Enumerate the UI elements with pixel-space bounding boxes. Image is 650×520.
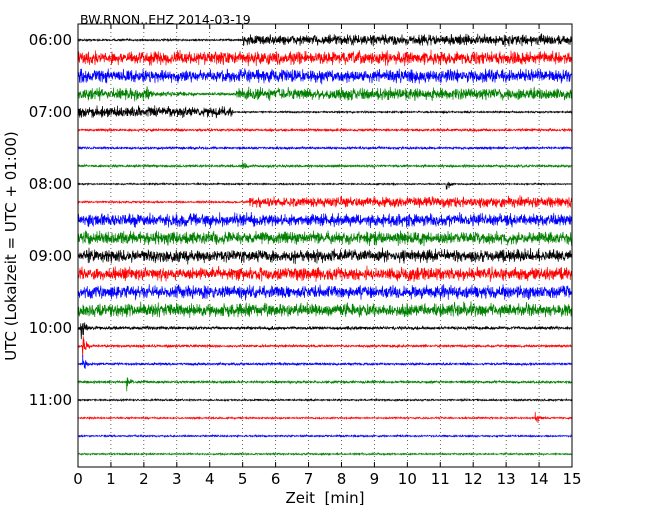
x-tick-label: 0	[73, 470, 83, 488]
trace-0930	[77, 284, 573, 301]
y-tick-label: 07:00	[29, 103, 72, 121]
trace-0900	[77, 247, 573, 265]
plot-area	[78, 24, 572, 467]
trace-0730	[77, 145, 573, 151]
trace-1100	[77, 397, 573, 403]
y-axis-ticks: 06:00 07:00 08:00 09:00 10:00 11:00	[29, 31, 572, 409]
trace-0800	[77, 181, 573, 190]
trace-0915	[77, 265, 573, 282]
trace-1045	[77, 377, 573, 392]
x-axis-label: Zeit [min]	[285, 489, 364, 507]
y-tick-label: 10:00	[29, 319, 72, 337]
x-tick-label: 14	[530, 470, 549, 488]
plot-frame	[77, 23, 573, 468]
x-tick-label: 12	[464, 470, 483, 488]
x-tick-label: 10	[398, 470, 417, 488]
chart-title: BW.RNON..EHZ 2014-03-19	[80, 12, 251, 27]
y-tick-label: 09:00	[29, 247, 72, 265]
x-tick-label: 7	[304, 470, 314, 488]
trace-0815	[77, 195, 573, 209]
trace-0745	[77, 161, 573, 169]
trace-1015	[77, 336, 573, 358]
x-tick-label: 13	[497, 470, 516, 488]
x-tick-label: 9	[370, 470, 380, 488]
trace-1030	[77, 355, 573, 369]
trace-0700	[77, 105, 573, 119]
x-tick-label: 11	[431, 470, 450, 488]
y-tick-label: 06:00	[29, 31, 72, 49]
seismic-traces	[77, 33, 573, 457]
trace-1145	[77, 451, 573, 457]
trace-1115	[77, 411, 573, 423]
trace-0945	[77, 301, 573, 318]
x-tick-label: 1	[106, 470, 116, 488]
x-axis-ticks: 0 1 2 3 4 5 6 7 8 9 10 11 12 13 14 15	[73, 24, 582, 488]
y-axis-label: UTC (Lokalzeit = UTC + 01:00)	[2, 131, 20, 361]
y-tick-label: 11:00	[29, 391, 72, 409]
trace-0845	[77, 230, 573, 247]
trace-0645	[77, 86, 573, 102]
trace-0630	[77, 68, 573, 85]
trace-1130	[77, 433, 573, 439]
trace-1000	[77, 322, 573, 340]
y-tick-label: 08:00	[29, 175, 72, 193]
x-tick-label: 6	[271, 470, 281, 488]
trace-0600	[77, 33, 573, 47]
trace-0715	[77, 127, 573, 133]
trace-0615	[77, 49, 573, 67]
x-tick-label: 2	[139, 470, 149, 488]
x-tick-label: 3	[172, 470, 182, 488]
x-tick-label: 5	[238, 470, 248, 488]
x-tick-label: 8	[337, 470, 347, 488]
x-tick-label: 4	[205, 470, 215, 488]
x-tick-label: 15	[562, 470, 581, 488]
trace-0830	[77, 212, 573, 229]
